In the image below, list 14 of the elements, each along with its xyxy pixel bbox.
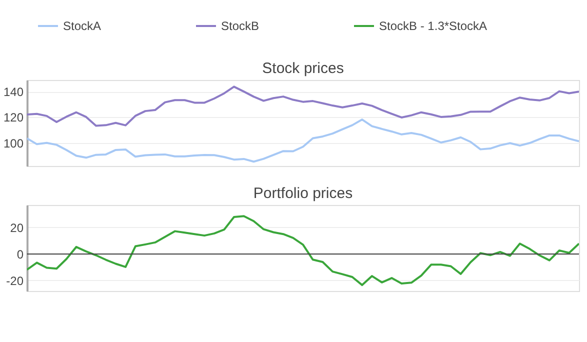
legend-label: StockB - 1.3*StockA: [379, 19, 488, 33]
y-tick-label: 20: [10, 220, 24, 235]
y-tick-label: 0: [16, 247, 24, 262]
line-series: [27, 86, 579, 127]
chart-title: Portfolio prices: [253, 185, 353, 202]
legend-label: StockB: [221, 19, 260, 33]
chart-title: Stock prices: [262, 60, 344, 77]
legend-label: StockA: [63, 19, 102, 33]
y-tick-label: 120: [3, 110, 24, 125]
y-tick-label: -20: [6, 274, 24, 288]
y-tick-label: 100: [3, 136, 24, 150]
y-tick-label: 140: [3, 85, 24, 100]
line-series: [27, 215, 579, 286]
line-series: [27, 118, 579, 163]
